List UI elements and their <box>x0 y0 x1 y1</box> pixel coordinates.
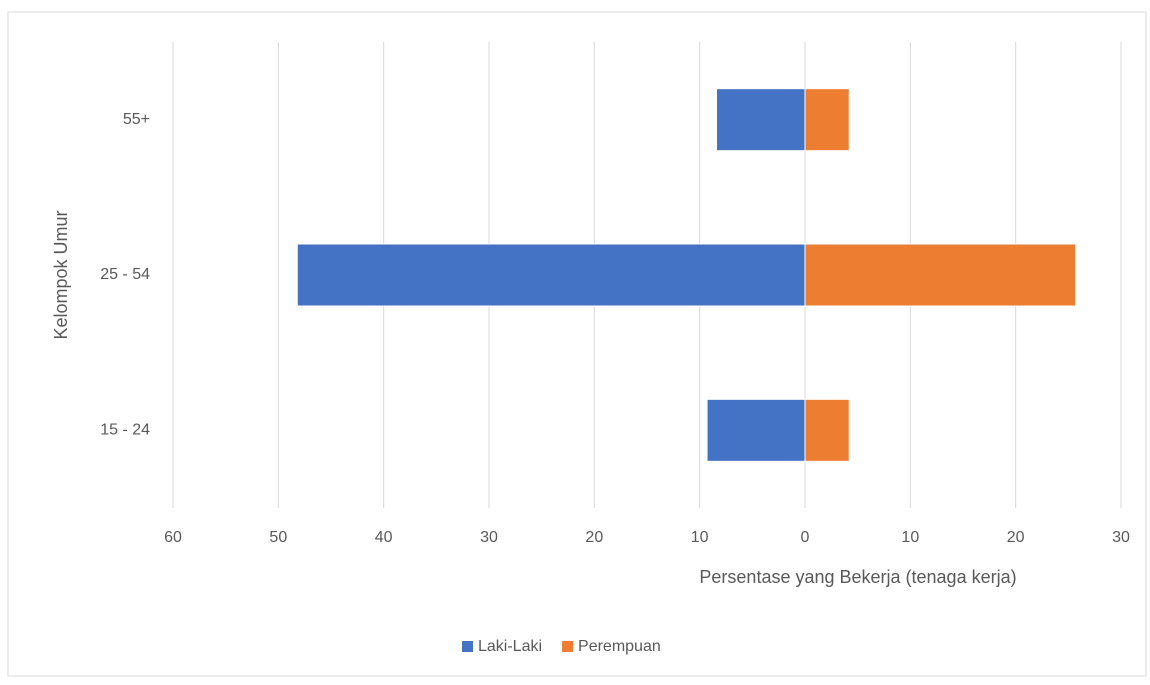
x-tick-label: 10 <box>901 529 919 546</box>
bar <box>804 243 1077 307</box>
legend-swatch <box>562 641 574 652</box>
chart-frame <box>7 11 1147 677</box>
y-tick-label: 55+ <box>123 111 150 128</box>
legend-swatch <box>462 641 473 652</box>
x-tick-label: 50 <box>269 529 287 546</box>
legend-label: Perempuan <box>578 638 661 655</box>
x-tick-label: 0 <box>801 529 810 546</box>
x-tick-label: 40 <box>375 529 393 546</box>
x-axis-title: Persentase yang Bekerja (tenaga kerja) <box>699 567 1016 587</box>
legend-label: Laki-Laki <box>478 638 542 655</box>
bar <box>296 243 806 307</box>
bar <box>716 88 806 152</box>
y-tick-label: 15 - 24 <box>100 422 150 439</box>
x-tick-label: 20 <box>585 529 603 546</box>
x-tick-label: 30 <box>480 529 498 546</box>
x-tick-label: 30 <box>1112 529 1130 546</box>
bar <box>706 398 806 462</box>
y-tick-label: 25 - 54 <box>100 266 150 283</box>
bar <box>804 398 850 462</box>
y-axis-title: Kelompok Umur <box>51 210 71 339</box>
x-tick-label: 20 <box>1007 529 1025 546</box>
x-tick-label: 60 <box>164 529 182 546</box>
x-tick-label: 10 <box>691 529 709 546</box>
bar <box>804 88 850 152</box>
